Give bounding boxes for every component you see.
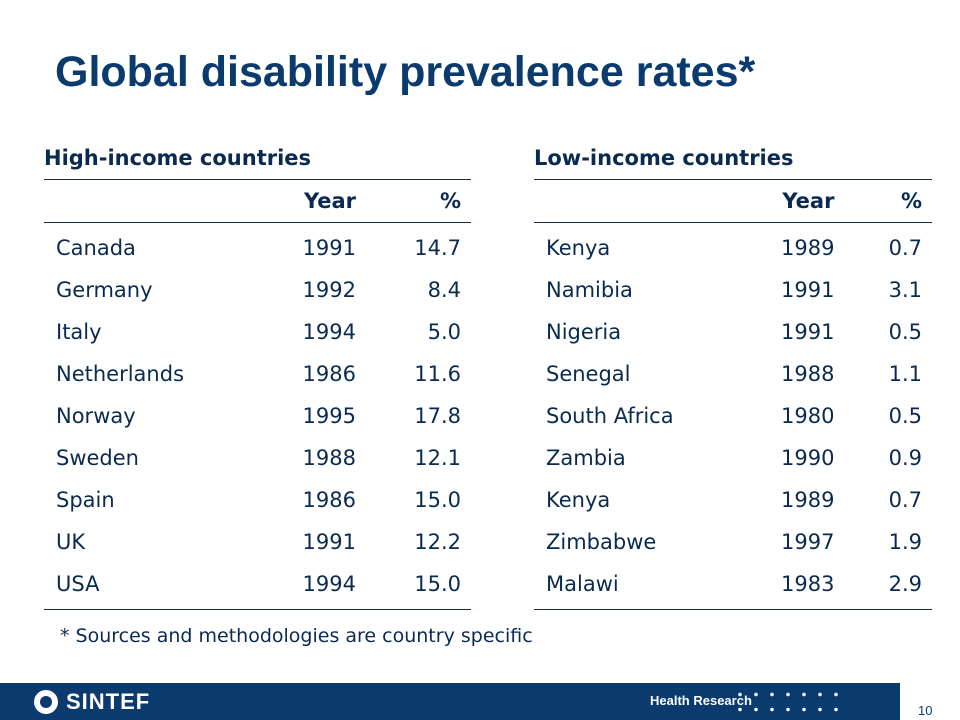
percent-cell: 1.9 bbox=[888, 530, 922, 554]
table-row: Zimbabwe 1997 1.9 bbox=[534, 521, 932, 563]
percent-cell: 1.1 bbox=[888, 362, 922, 386]
country-cell: Senegal bbox=[546, 362, 631, 386]
year-cell: 1994 bbox=[302, 320, 356, 344]
country-cell: Canada bbox=[56, 236, 136, 260]
year-cell: 1991 bbox=[781, 320, 835, 344]
table-row: Spain 1986 15.0 bbox=[44, 479, 471, 521]
year-cell: 1991 bbox=[781, 278, 835, 302]
table-row: Italy 1994 5.0 bbox=[44, 311, 471, 353]
year-cell: 1991 bbox=[302, 236, 356, 260]
year-cell: 1997 bbox=[781, 530, 835, 554]
percent-cell: 12.1 bbox=[414, 446, 461, 470]
country-cell: Germany bbox=[56, 278, 153, 302]
year-cell: 1995 bbox=[302, 404, 356, 428]
page-number: 10 bbox=[918, 703, 933, 718]
country-cell: Spain bbox=[56, 488, 115, 512]
table-row: USA 1994 15.0 bbox=[44, 563, 471, 605]
percent-cell: 17.8 bbox=[414, 404, 461, 428]
table-row: Zambia 1990 0.9 bbox=[534, 437, 932, 479]
table-row: Malawi 1983 2.9 bbox=[534, 563, 932, 605]
logo-text: SINTEF bbox=[66, 689, 151, 714]
table-row: Kenya 1989 0.7 bbox=[534, 479, 932, 521]
table-heading: Low-income countries bbox=[534, 141, 932, 180]
country-cell: Italy bbox=[56, 320, 102, 344]
year-cell: 1988 bbox=[302, 446, 356, 470]
column-header-country bbox=[534, 180, 723, 222]
column-header-country bbox=[44, 180, 261, 222]
sintef-logo: SINTEF bbox=[34, 689, 150, 715]
country-cell: Kenya bbox=[546, 488, 611, 512]
country-cell: Namibia bbox=[546, 278, 633, 302]
column-header-year: Year bbox=[782, 189, 835, 213]
percent-cell: 15.0 bbox=[414, 488, 461, 512]
table-row: Namibia 1991 3.1 bbox=[534, 269, 932, 311]
year-cell: 1990 bbox=[781, 446, 835, 470]
country-cell: Zimbabwe bbox=[546, 530, 657, 554]
table-row: South Africa 1980 0.5 bbox=[534, 395, 932, 437]
percent-cell: 3.1 bbox=[888, 278, 922, 302]
percent-cell: 0.7 bbox=[888, 236, 922, 260]
footnote: * Sources and methodologies are country … bbox=[60, 625, 533, 647]
percent-cell: 0.5 bbox=[888, 404, 922, 428]
percent-cell: 15.0 bbox=[414, 572, 461, 596]
year-cell: 1994 bbox=[302, 572, 356, 596]
percent-cell: 14.7 bbox=[414, 236, 461, 260]
year-cell: 1992 bbox=[302, 278, 356, 302]
percent-cell: 2.9 bbox=[888, 572, 922, 596]
year-cell: 1991 bbox=[302, 530, 356, 554]
slide-title: Global disability prevalence rates* bbox=[55, 48, 756, 96]
table-body: Kenya 1989 0.7 Namibia 1991 3.1 Nigeria 1991 0.5… bbox=[534, 223, 932, 610]
low-income-table: Low-income countries Year % Kenya 1989 0.7… bbox=[534, 141, 932, 610]
table-row: Kenya 1989 0.7 bbox=[534, 227, 932, 269]
year-cell: 1986 bbox=[302, 488, 356, 512]
footer: SINTEF Health Research 10 bbox=[0, 683, 960, 720]
table-row: Canada 1991 14.7 bbox=[44, 227, 471, 269]
footer-bar: SINTEF Health Research bbox=[0, 683, 900, 720]
table-row: Nigeria 1991 0.5 bbox=[534, 311, 932, 353]
country-cell: Zambia bbox=[546, 446, 626, 470]
country-cell: South Africa bbox=[546, 404, 674, 428]
year-cell: 1988 bbox=[781, 362, 835, 386]
percent-cell: 0.7 bbox=[888, 488, 922, 512]
country-cell: Netherlands bbox=[56, 362, 185, 386]
percent-cell: 11.6 bbox=[414, 362, 461, 386]
sintef-logo-icon bbox=[34, 690, 58, 714]
column-header-percent: % bbox=[439, 189, 461, 213]
table-row: Senegal 1988 1.1 bbox=[534, 353, 932, 395]
year-cell: 1980 bbox=[781, 404, 835, 428]
high-income-table: High-income countries Year % Canada 1991 1… bbox=[44, 141, 471, 610]
country-cell: UK bbox=[56, 530, 86, 554]
country-cell: Nigeria bbox=[546, 320, 622, 344]
table-row: UK 1991 12.2 bbox=[44, 521, 471, 563]
percent-cell: 12.2 bbox=[414, 530, 461, 554]
percent-cell: 0.9 bbox=[888, 446, 922, 470]
table-row: Sweden 1988 12.1 bbox=[44, 437, 471, 479]
table-row: Netherlands 1986 11.6 bbox=[44, 353, 471, 395]
year-cell: 1989 bbox=[781, 236, 835, 260]
year-cell: 1983 bbox=[781, 572, 835, 596]
year-cell: 1986 bbox=[302, 362, 356, 386]
percent-cell: 8.4 bbox=[427, 278, 461, 302]
column-header-row: Year % bbox=[44, 180, 471, 223]
year-cell: 1989 bbox=[781, 488, 835, 512]
country-cell: Kenya bbox=[546, 236, 611, 260]
table-body: Canada 1991 14.7 Germany 1992 8.4 Italy 1994 5.0… bbox=[44, 223, 471, 610]
department-label: Health Research bbox=[650, 693, 752, 708]
country-cell: Malawi bbox=[546, 572, 619, 596]
column-header-year: Year bbox=[303, 189, 356, 213]
percent-cell: 0.5 bbox=[888, 320, 922, 344]
table-row: Norway 1995 17.8 bbox=[44, 395, 471, 437]
table-heading: High-income countries bbox=[44, 141, 471, 180]
column-header-row: Year % bbox=[534, 180, 932, 223]
country-cell: USA bbox=[56, 572, 100, 596]
table-row: Germany 1992 8.4 bbox=[44, 269, 471, 311]
country-cell: Sweden bbox=[56, 446, 139, 470]
percent-cell: 5.0 bbox=[427, 320, 461, 344]
country-cell: Norway bbox=[56, 404, 136, 428]
column-header-percent: % bbox=[900, 189, 922, 213]
dot-pattern-icon bbox=[732, 687, 842, 717]
